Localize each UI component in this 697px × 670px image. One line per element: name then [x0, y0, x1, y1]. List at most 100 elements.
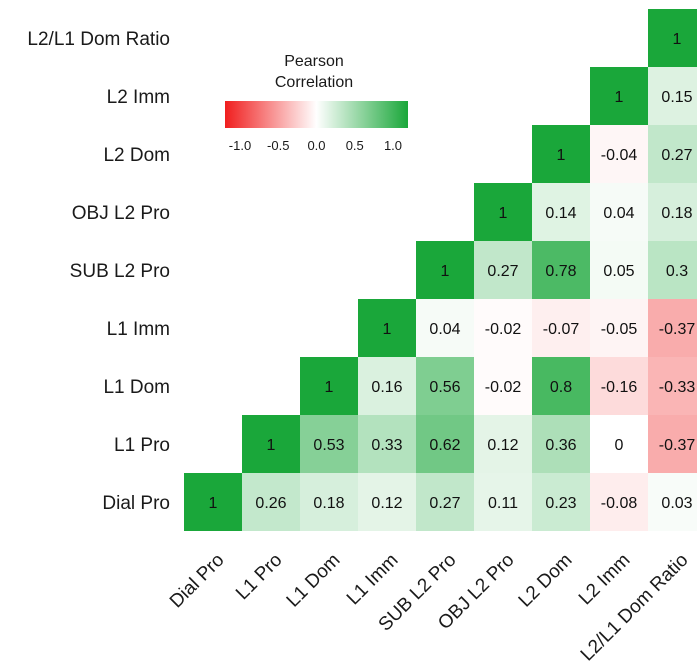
heatmap-cell-l2-dom-l2-imm — [590, 125, 648, 183]
cell-value-label: 0.27 — [487, 263, 518, 280]
heatmap-cell-l1-imm-sub-l2-pro — [416, 299, 474, 357]
cell-value-label: 1 — [209, 495, 218, 512]
legend-tick-label: 0.5 — [346, 138, 364, 153]
heatmap-cell-l2-imm-l2-l1-dom-ratio — [648, 67, 697, 125]
legend-tick-label: 0.0 — [307, 138, 325, 153]
legend-color-bar — [225, 101, 408, 128]
color-legend: Pearson Correlation -1.0 -0.5 0.0 0.5 1.0 — [225, 53, 408, 153]
heatmap-cells: 1 0.26 0.18 0.12 0.27 0.11 0.23 -0.08 0.03 1 0.53 0… — [184, 9, 697, 531]
row-label-l1-dom: L1 Dom — [103, 377, 170, 398]
cell-value-label: 0.53 — [313, 437, 344, 454]
row-label-sub-l2-pro: SUB L2 Pro — [70, 261, 170, 282]
cell-value-label: -0.16 — [601, 379, 638, 396]
heatmap-cell-l1-dom-l2-imm — [590, 357, 648, 415]
cell-value-label: 0.14 — [545, 205, 576, 222]
cell-value-label: 0.36 — [545, 437, 576, 454]
cell-value-label: 0.26 — [255, 495, 286, 512]
cell-value-label: 0.12 — [487, 437, 518, 454]
cell-value-label: 0.04 — [603, 205, 634, 222]
cell-value-label: 1 — [673, 31, 682, 48]
cell-value-label: 1 — [325, 379, 334, 396]
heatmap-cell-l2-dom-l2-dom — [532, 125, 590, 183]
legend-tick-label: -1.0 — [229, 138, 251, 153]
cell-value-label: -0.07 — [543, 321, 580, 338]
heatmap-cell-l1-dom-l2-dom — [532, 357, 590, 415]
heatmap-cell-l1-pro-l2-dom — [532, 415, 590, 473]
legend-tick-label: 1.0 — [384, 138, 402, 153]
heatmap-cell-dial-pro-l2-l1-dom-ratio — [648, 473, 697, 531]
heatmap-cell-dial-pro-l1-imm — [358, 473, 416, 531]
heatmap-cell-sub-l2-pro-l2-l1-dom-ratio — [648, 241, 697, 299]
row-label-l1-imm: L1 Imm — [107, 319, 170, 340]
heatmap-cell-l1-imm-l2-dom — [532, 299, 590, 357]
heatmap-cell-l1-pro-sub-l2-pro — [416, 415, 474, 473]
cell-value-label: 0.03 — [661, 495, 692, 512]
cell-value-label: 0.18 — [661, 205, 692, 222]
cell-value-label: -0.02 — [485, 379, 522, 396]
cell-value-label: 1 — [615, 89, 624, 106]
cell-value-label: 0.04 — [429, 321, 460, 338]
heatmap-cell-obj-l2-pro-l2-dom — [532, 183, 590, 241]
heatmap-cell-obj-l2-pro-obj-l2-pro — [474, 183, 532, 241]
cell-value-label: 0.18 — [313, 495, 344, 512]
legend-title-line-2: Correlation — [275, 74, 353, 91]
cell-value-label: 0 — [615, 437, 624, 454]
row-label-dial-pro: Dial Pro — [102, 493, 170, 514]
row-label-l2-l1-dom-ratio: L2/L1 Dom Ratio — [27, 29, 170, 50]
cell-value-label: 0.16 — [371, 379, 402, 396]
cell-value-label: 0.62 — [429, 437, 460, 454]
cell-value-label: -0.08 — [601, 495, 638, 512]
heatmap-cell-l1-pro-l1-pro — [242, 415, 300, 473]
row-label-l2-imm: L2 Imm — [107, 87, 170, 108]
column-label-l1-dom: L1 Dom — [283, 550, 345, 612]
row-labels: Dial Pro L1 Pro L1 Dom L1 Imm SUB L2 Pro OBJ … — [27, 29, 170, 514]
heatmap-cell-sub-l2-pro-l2-dom — [532, 241, 590, 299]
heatmap-cell-l1-pro-obj-l2-pro — [474, 415, 532, 473]
heatmap-cell-l1-imm-l1-imm — [358, 299, 416, 357]
heatmap-cell-l1-imm-l2-imm — [590, 299, 648, 357]
heatmap-cell-l1-imm-obj-l2-pro — [474, 299, 532, 357]
heatmap-cell-l1-dom-l1-imm — [358, 357, 416, 415]
cell-value-label: -0.04 — [601, 147, 638, 164]
column-label-l1-pro: L1 Pro — [232, 550, 286, 604]
heatmap-cell-l1-pro-l1-imm — [358, 415, 416, 473]
heatmap-cell-l1-pro-l2-imm — [590, 415, 648, 473]
legend-ticks: -1.0 -0.5 0.0 0.5 1.0 — [229, 138, 402, 153]
legend-title-line-1: Pearson — [284, 53, 344, 70]
heatmap-cell-dial-pro-dial-pro — [184, 473, 242, 531]
cell-value-label: 0.05 — [603, 263, 634, 280]
row-label-l2-dom: L2 Dom — [103, 145, 170, 166]
heatmap-cell-l1-dom-l2-l1-dom-ratio — [648, 357, 697, 415]
cell-value-label: -0.37 — [659, 437, 696, 454]
heatmap-cell-dial-pro-l1-pro — [242, 473, 300, 531]
cell-value-label: 0.56 — [429, 379, 460, 396]
heatmap-cell-dial-pro-sub-l2-pro — [416, 473, 474, 531]
cell-value-label: -0.33 — [659, 379, 696, 396]
cell-value-label: 0.3 — [666, 263, 688, 280]
heatmap-cell-l2-dom-l2-l1-dom-ratio — [648, 125, 697, 183]
cell-value-label: -0.02 — [485, 321, 522, 338]
cell-value-label: -0.05 — [601, 321, 638, 338]
cell-value-label: 0.27 — [661, 147, 692, 164]
heatmap-cell-sub-l2-pro-l2-imm — [590, 241, 648, 299]
heatmap-cell-dial-pro-l1-dom — [300, 473, 358, 531]
cell-value-label: 0.11 — [488, 495, 518, 512]
cell-value-label: -0.37 — [659, 321, 696, 338]
heatmap-cell-l2-l1-dom-ratio-l2-l1-dom-ratio — [648, 9, 697, 67]
heatmap-cell-l2-imm-l2-imm — [590, 67, 648, 125]
heatmap-cell-l1-pro-l1-dom — [300, 415, 358, 473]
cell-value-label: 1 — [441, 263, 450, 280]
heatmap-cell-obj-l2-pro-l2-l1-dom-ratio — [648, 183, 697, 241]
cell-value-label: 0.8 — [550, 379, 572, 396]
column-label-l2-dom: L2 Dom — [515, 550, 577, 612]
cell-value-label: 0.78 — [545, 263, 576, 280]
legend-tick-label: -0.5 — [267, 138, 289, 153]
cell-value-label: 0.23 — [545, 495, 576, 512]
column-label-l1-imm: L1 Imm — [343, 550, 403, 610]
heatmap-cell-l1-pro-l2-l1-dom-ratio — [648, 415, 697, 473]
column-label-dial-pro: Dial Pro — [166, 550, 229, 613]
cell-value-label: 0.15 — [661, 89, 692, 106]
heatmap-cell-sub-l2-pro-sub-l2-pro — [416, 241, 474, 299]
